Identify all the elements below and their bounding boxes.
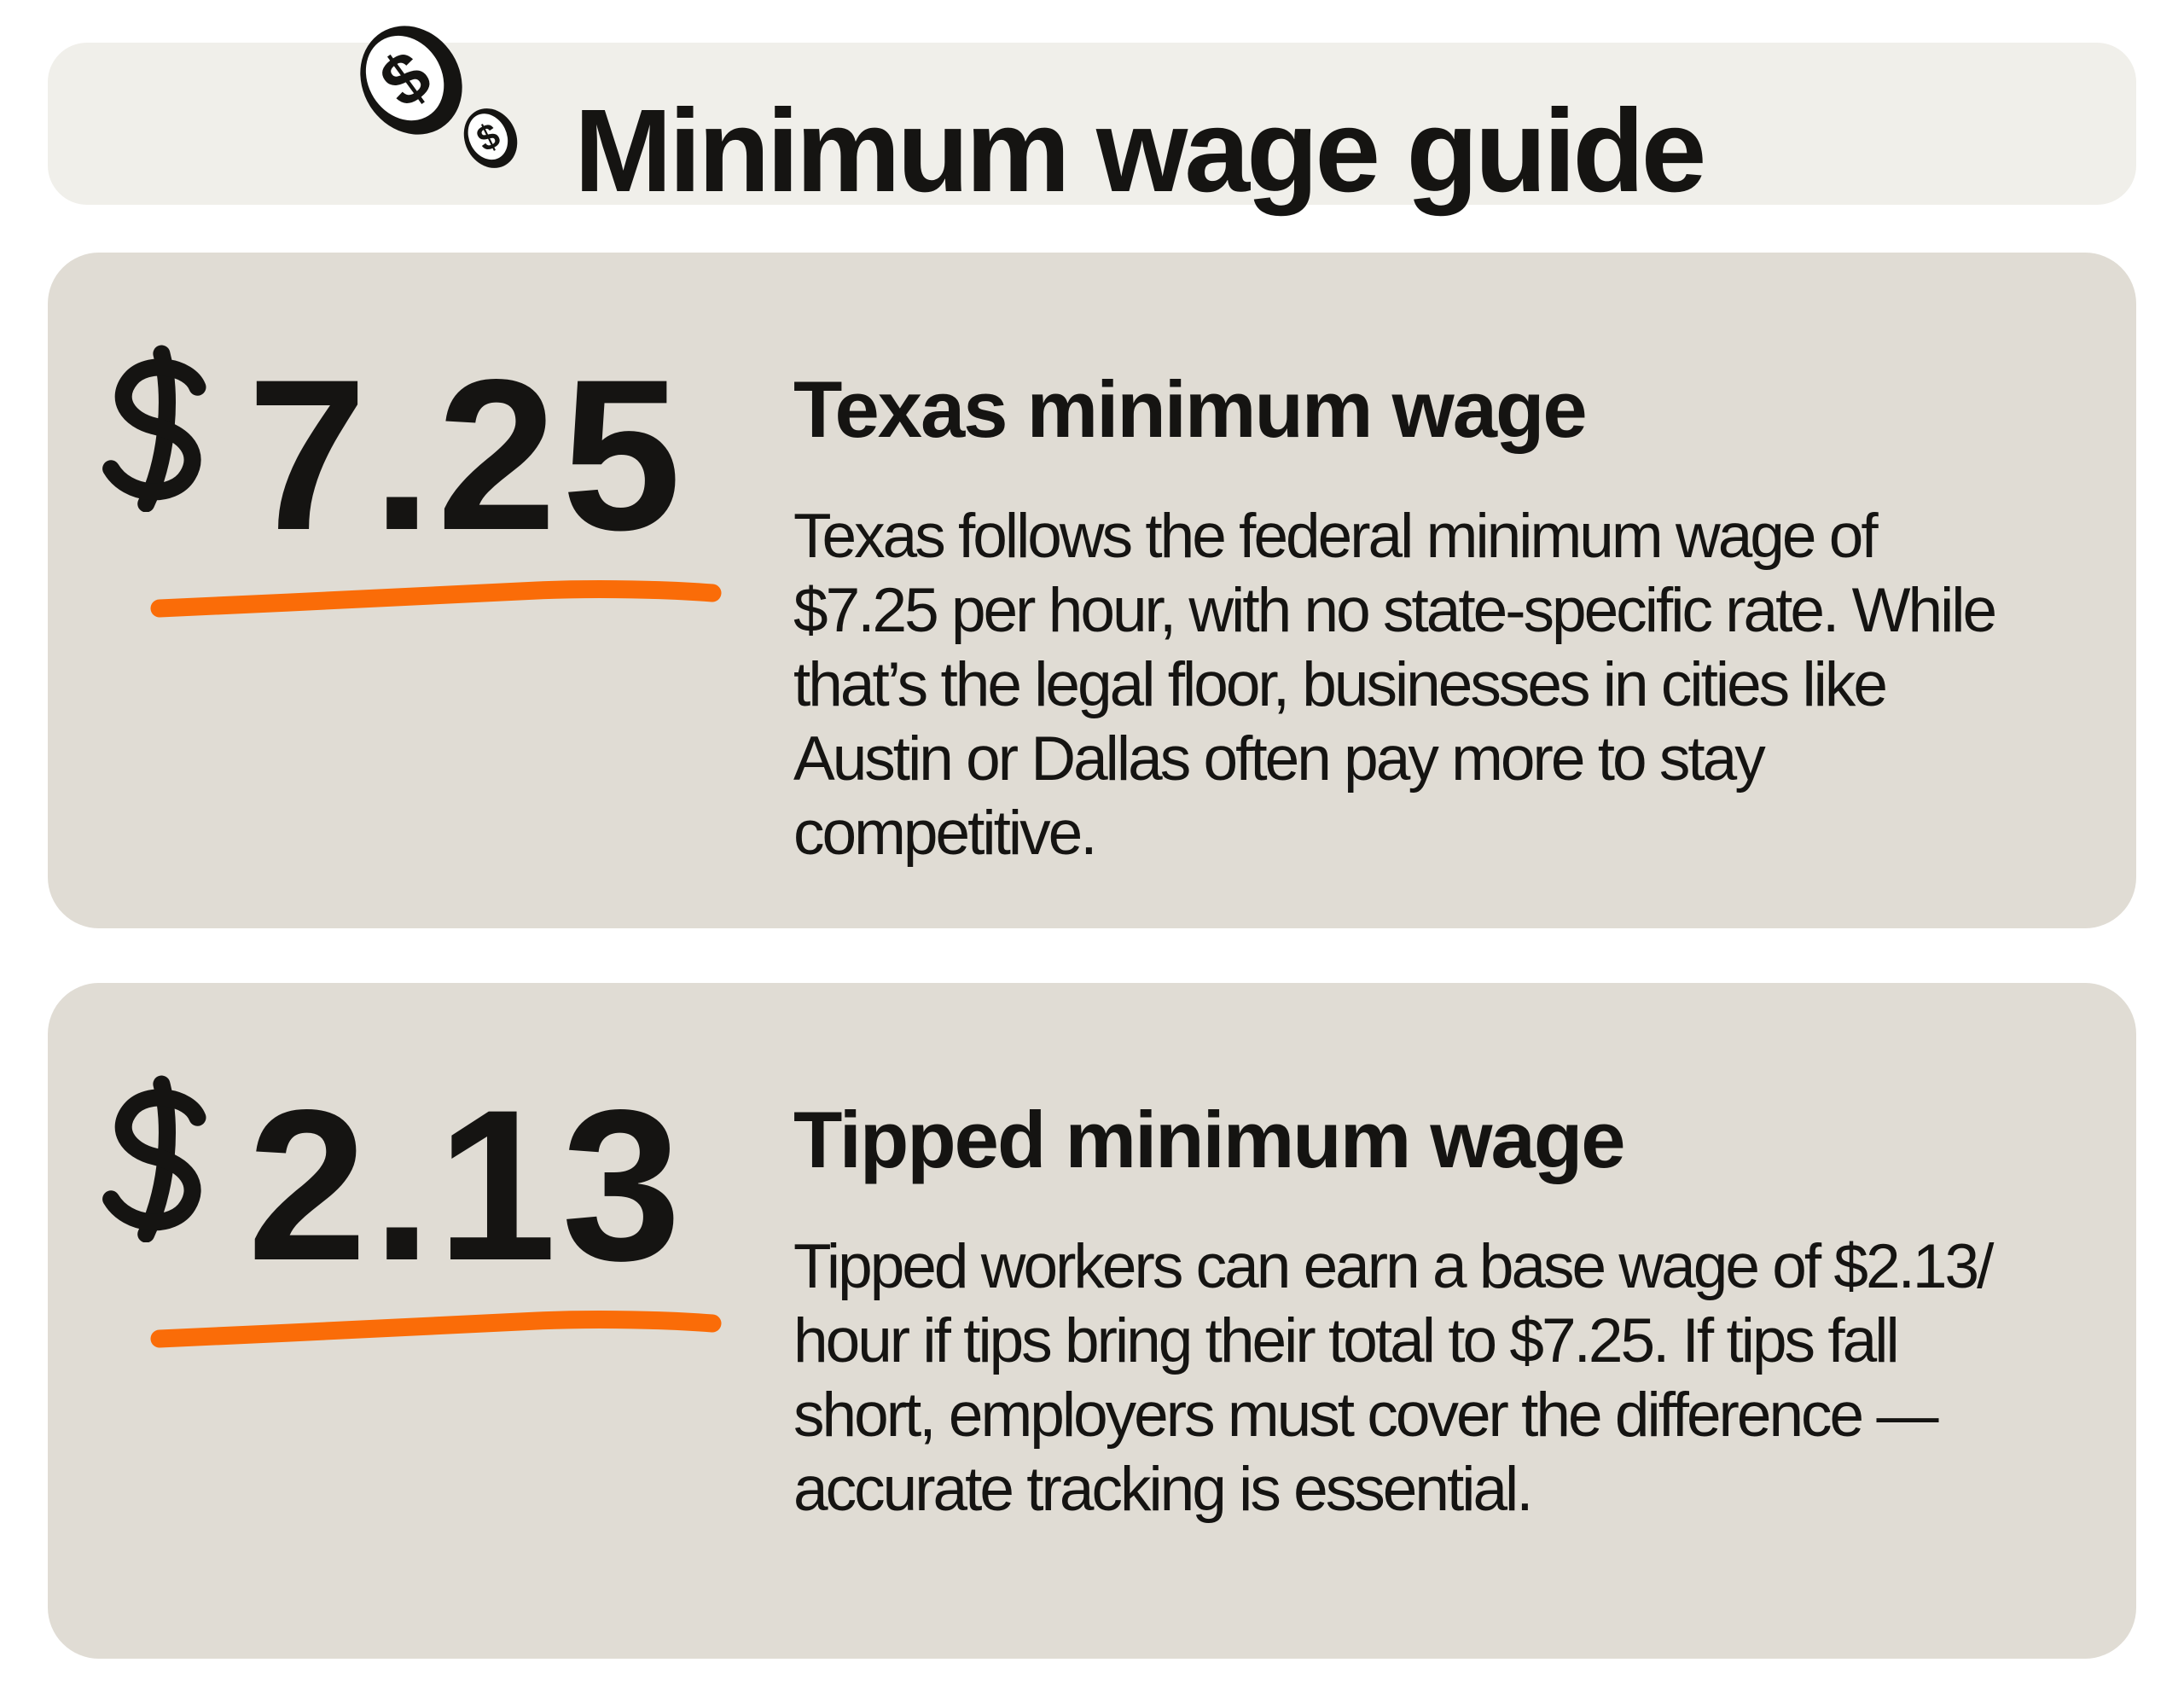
card-body: Texas follows the federal minimum wage o… bbox=[793, 502, 1997, 868]
wage-card-texas: 7.25 Texas minimum wage Texas follows th… bbox=[48, 253, 2136, 928]
card-content: Texas minimum wage Texas follows the fed… bbox=[793, 369, 2085, 870]
dollar-sign-icon bbox=[102, 1075, 206, 1242]
card-content: Tipped minimum wage Tipped workers can e… bbox=[793, 1100, 2085, 1526]
amount-block: 2.13 bbox=[94, 1075, 686, 1294]
big-coin: $ bbox=[360, 26, 462, 135]
card-heading: Tipped minimum wage bbox=[793, 1095, 1626, 1184]
card-body: Tipped workers can earn a base wage of $… bbox=[793, 1232, 1994, 1524]
card-heading: Texas minimum wage bbox=[793, 364, 1588, 454]
amount-value: 7.25 bbox=[247, 335, 687, 575]
amount-value: 2.13 bbox=[247, 1066, 687, 1305]
orange-underline-stroke bbox=[150, 1311, 722, 1348]
header-band: $ $ Minimum wage guide bbox=[48, 26, 2136, 210]
dollar-coins-icon: $ $ bbox=[360, 26, 518, 168]
page-title: Minimum wage guide bbox=[574, 85, 1706, 217]
dollar-sign-icon bbox=[102, 345, 206, 512]
small-coin: $ bbox=[463, 108, 518, 168]
amount-block: 7.25 bbox=[94, 345, 686, 563]
wage-card-tipped: 2.13 Tipped minimum wage Tipped workers … bbox=[48, 983, 2136, 1659]
orange-underline-stroke bbox=[150, 580, 722, 618]
